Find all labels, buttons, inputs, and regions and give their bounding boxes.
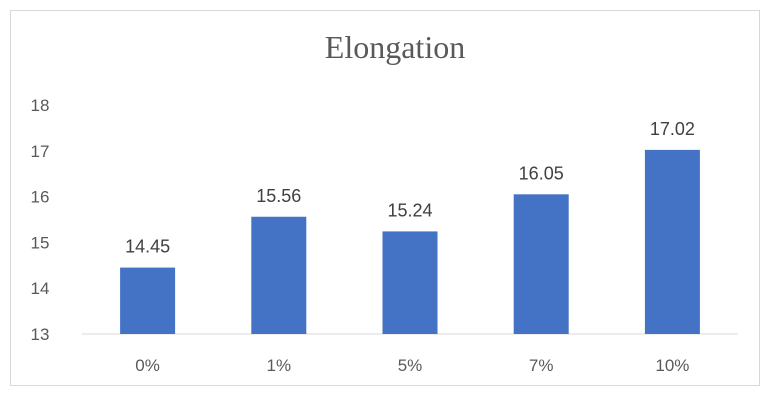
data-label: 14.45 — [125, 237, 170, 257]
data-labels: 14.45 15.56 15.24 16.05 17.02 — [125, 119, 695, 257]
y-axis-ticks: 13 14 15 16 17 18 — [31, 96, 50, 344]
bar — [120, 267, 176, 334]
x-tick-label: 5% — [398, 356, 423, 375]
bar — [382, 231, 438, 334]
bar — [251, 216, 307, 334]
y-tick-label: 15 — [31, 233, 50, 252]
data-label: 17.02 — [650, 119, 695, 139]
y-tick-label: 13 — [31, 325, 50, 344]
x-tick-label: 0% — [135, 356, 160, 375]
x-tick-label: 10% — [655, 356, 689, 375]
x-tick-label: 1% — [267, 356, 292, 375]
data-label: 15.24 — [387, 200, 432, 220]
data-label: 15.56 — [256, 186, 301, 206]
bars — [120, 149, 700, 334]
y-tick-label: 14 — [31, 279, 50, 298]
bar — [644, 149, 700, 334]
bar — [513, 194, 569, 334]
x-tick-label: 7% — [529, 356, 554, 375]
y-tick-label: 16 — [31, 188, 50, 207]
y-tick-label: 18 — [31, 96, 50, 115]
data-label: 16.05 — [519, 163, 564, 183]
chart-title: Elongation — [325, 29, 465, 65]
x-axis-ticks: 0% 1% 5% 7% 10% — [135, 356, 689, 375]
y-tick-label: 17 — [31, 142, 50, 161]
